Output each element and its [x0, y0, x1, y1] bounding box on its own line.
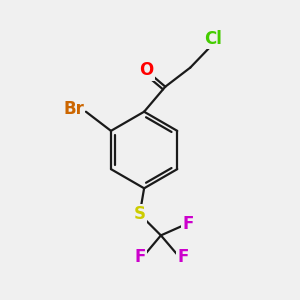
Text: F: F — [178, 248, 189, 266]
Text: Cl: Cl — [204, 30, 222, 48]
Text: Br: Br — [63, 100, 84, 118]
Text: S: S — [134, 205, 146, 223]
Text: O: O — [139, 61, 153, 80]
Text: F: F — [135, 248, 146, 266]
Text: F: F — [182, 215, 194, 233]
